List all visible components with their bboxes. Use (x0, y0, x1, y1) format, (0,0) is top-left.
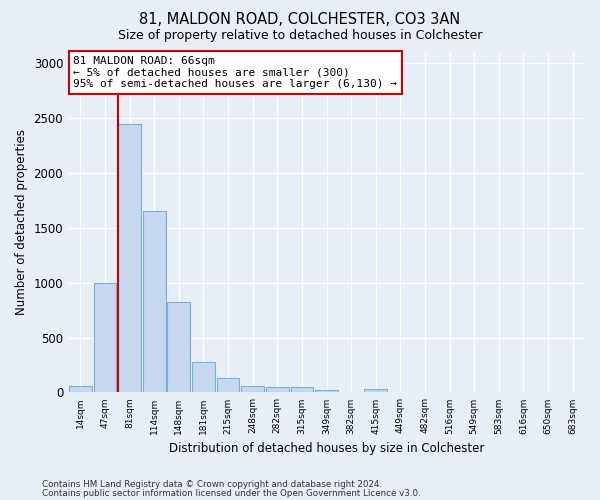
Bar (217, 378, 239, 392)
Bar (266, 387, 289, 392)
Bar (143, 212, 166, 392)
Bar (364, 389, 387, 392)
Text: 81, MALDON ROAD, COLCHESTER, CO3 3AN: 81, MALDON ROAD, COLCHESTER, CO3 3AN (139, 12, 461, 28)
Bar (192, 362, 215, 392)
Bar (167, 302, 190, 392)
Bar (290, 388, 313, 392)
Bar (315, 390, 338, 392)
Bar (94, 283, 116, 393)
Bar (241, 386, 264, 392)
Y-axis label: Number of detached properties: Number of detached properties (15, 130, 28, 316)
Text: Contains public sector information licensed under the Open Government Licence v3: Contains public sector information licen… (42, 488, 421, 498)
Bar (69, 386, 92, 392)
Text: Contains HM Land Registry data © Crown copyright and database right 2024.: Contains HM Land Registry data © Crown c… (42, 480, 382, 489)
Text: 81 MALDON ROAD: 66sqm
← 5% of detached houses are smaller (300)
95% of semi-deta: 81 MALDON ROAD: 66sqm ← 5% of detached h… (73, 56, 397, 89)
X-axis label: Distribution of detached houses by size in Colchester: Distribution of detached houses by size … (169, 442, 484, 455)
Bar (118, 124, 141, 392)
Text: Size of property relative to detached houses in Colchester: Size of property relative to detached ho… (118, 29, 482, 42)
